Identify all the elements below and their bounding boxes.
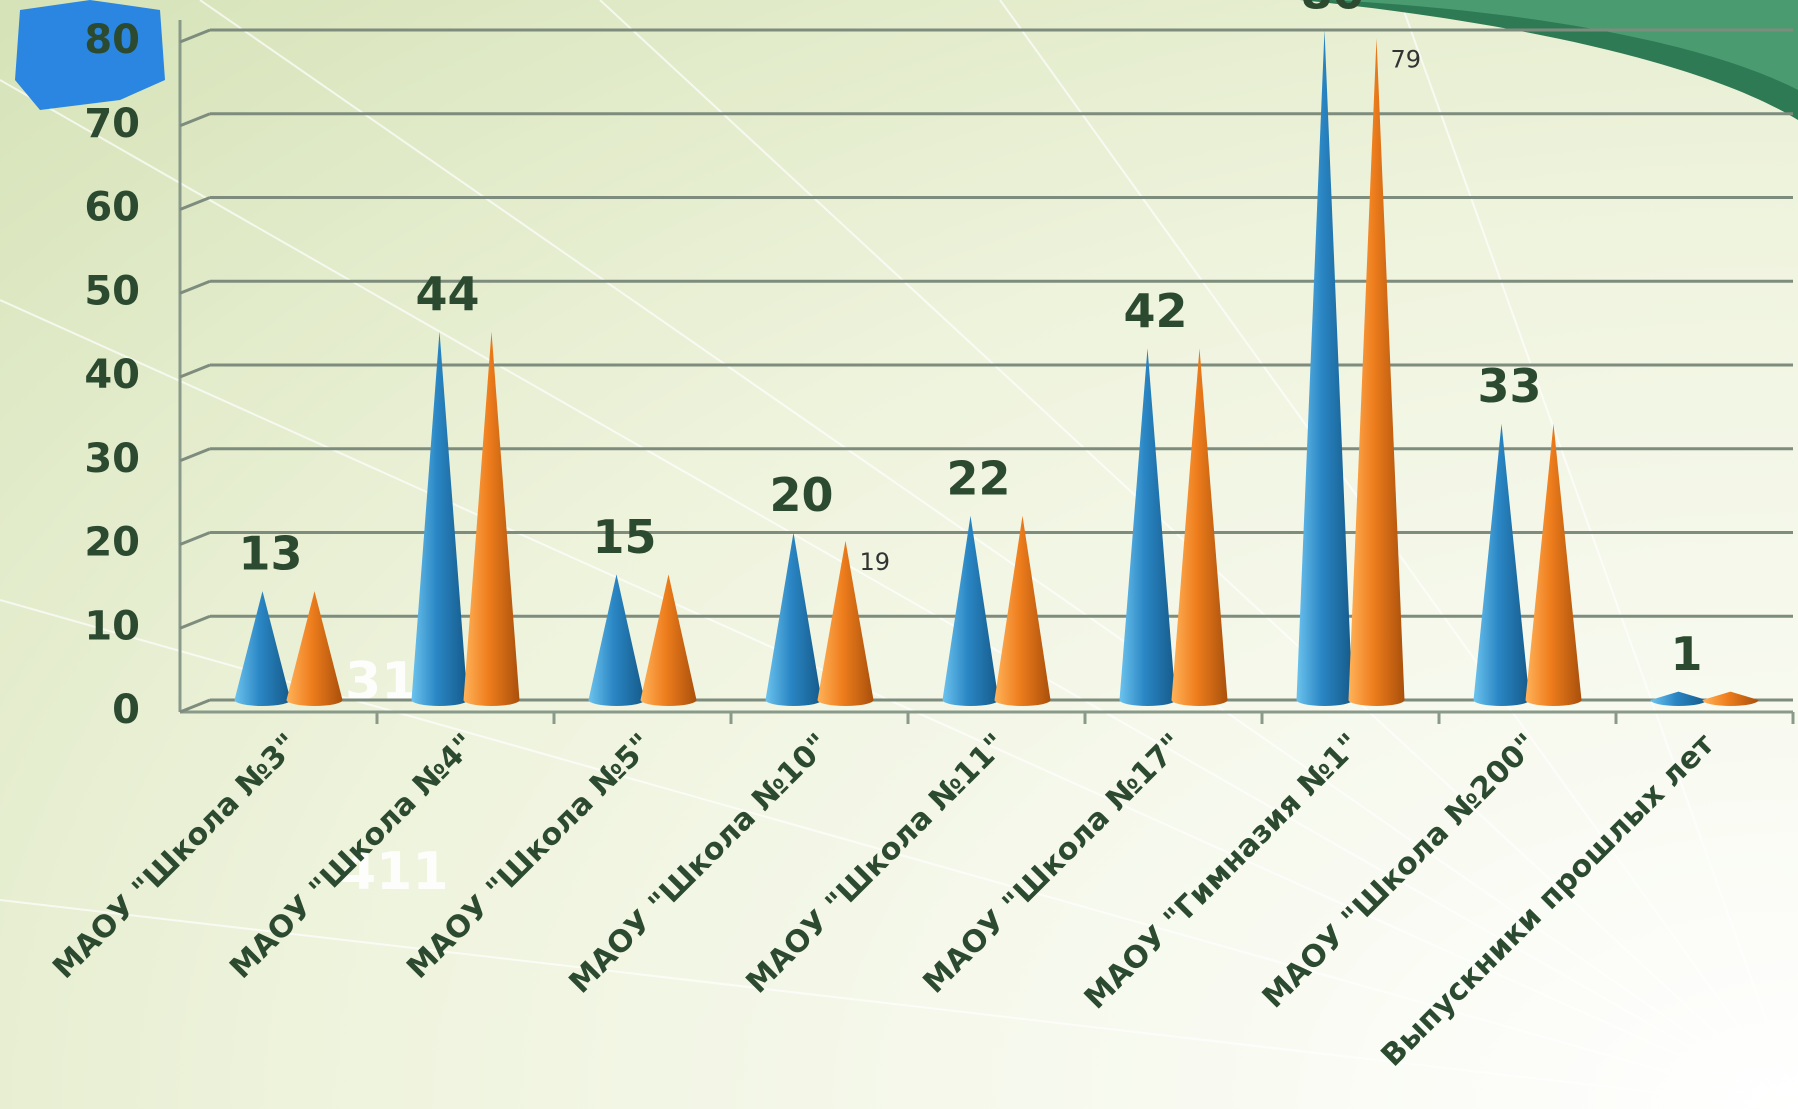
- grid-line: [179, 614, 211, 630]
- value-label: 13: [238, 527, 302, 581]
- grid-line: [179, 112, 211, 128]
- grid-line: [179, 196, 211, 211]
- y-tick-label: 80: [84, 17, 140, 63]
- cone: [1171, 348, 1228, 706]
- y-tick-label: 40: [84, 352, 140, 398]
- cone: [411, 331, 468, 706]
- value-label: 19: [860, 548, 891, 576]
- cone: [994, 515, 1051, 706]
- grid-line: [179, 363, 211, 379]
- y-tick-label: 60: [84, 185, 140, 231]
- grid-line: [179, 28, 211, 44]
- grid-line: [179, 447, 211, 463]
- annotation: 411: [340, 842, 449, 902]
- y-tick-label: 70: [84, 101, 140, 147]
- value-label: 1: [1670, 627, 1702, 681]
- cone: [286, 591, 343, 706]
- cone: [1473, 423, 1530, 706]
- y-tick-label: 10: [84, 603, 140, 649]
- annotation: 31: [345, 652, 417, 712]
- value-label: 80: [1300, 0, 1364, 20]
- value-label: 33: [1477, 359, 1541, 413]
- value-label: 15: [592, 510, 656, 564]
- cone: [765, 532, 822, 706]
- y-tick-label: 50: [84, 268, 140, 314]
- cone: [1650, 691, 1707, 706]
- cone: [1702, 691, 1759, 706]
- y-tick-label: 20: [84, 520, 140, 566]
- cone: [1348, 38, 1405, 706]
- cone: [588, 574, 645, 706]
- cone: [817, 540, 874, 706]
- cone: [234, 591, 291, 706]
- value-label: 42: [1123, 284, 1187, 338]
- value-label: 79: [1391, 45, 1422, 73]
- cone: [1525, 423, 1582, 706]
- grid-line: [179, 531, 211, 546]
- value-label: 20: [769, 468, 833, 522]
- value-label: 44: [415, 267, 479, 321]
- swoosh-light: [1330, 0, 1798, 90]
- cone: [1119, 348, 1176, 706]
- cone: [640, 574, 697, 706]
- value-label: 22: [946, 451, 1010, 505]
- grid-line: [179, 279, 211, 295]
- logo-icon: [15, 0, 165, 110]
- cone: [463, 331, 520, 706]
- cone: [942, 515, 999, 706]
- y-tick-label: 0: [112, 687, 140, 733]
- grid-line: [179, 698, 211, 714]
- cone: [1296, 30, 1353, 706]
- y-tick-label: 30: [84, 436, 140, 482]
